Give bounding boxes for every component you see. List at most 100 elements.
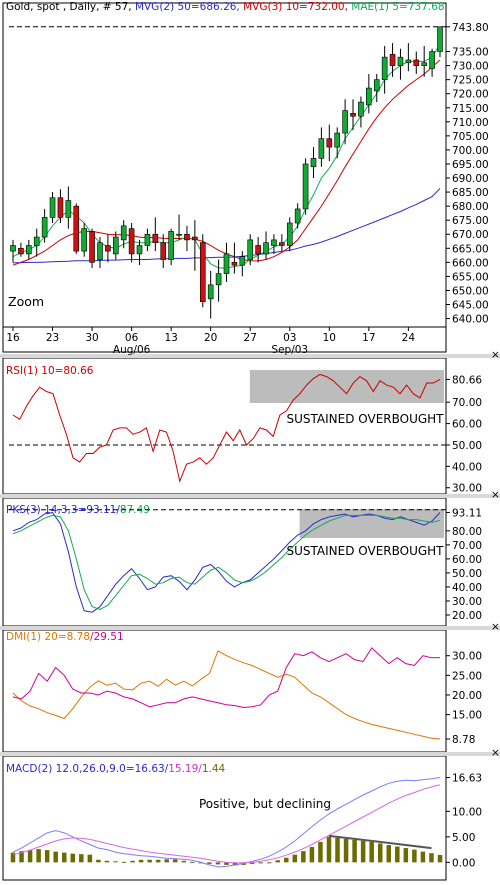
candle-body	[405, 59, 412, 64]
candle-body	[326, 138, 333, 148]
candle-body	[334, 132, 341, 148]
price-ytick-label: 645.00	[452, 300, 489, 312]
macd-histogram-bar	[53, 851, 58, 863]
candle-body	[223, 253, 230, 274]
price-xtick-label: 13	[164, 332, 177, 344]
candle-body	[49, 197, 56, 218]
macd-histogram-bar	[113, 861, 118, 863]
candle-body	[136, 245, 143, 255]
macd-histogram-bar	[104, 860, 110, 863]
splitter-close-icon-0: ×	[491, 349, 500, 361]
macd-histogram-bar	[224, 862, 229, 865]
candle-body	[381, 56, 388, 80]
price-ytick-label: 660.00	[452, 257, 489, 269]
pks-last-value-label: 93.11	[452, 507, 482, 519]
macd-histogram-bar	[130, 860, 135, 863]
pks-line-1	[12, 514, 441, 610]
candle-body	[97, 242, 103, 260]
candle-body	[199, 242, 206, 303]
candle-body	[389, 54, 396, 66]
price-xtick-label: 17	[362, 332, 375, 344]
price-xtick-label: 10	[323, 332, 336, 344]
pks-overbought-zone	[299, 509, 444, 538]
splitter-close-icon-2: ×	[491, 621, 500, 633]
macd-histogram-bar	[386, 845, 392, 863]
dmi-ytick-label: 20.00	[452, 690, 482, 702]
candle-body	[65, 200, 72, 218]
macd-histogram-bar	[87, 854, 93, 863]
macd-title-part: MACD(2) 12.0,26.0,9.0=16.63/	[6, 763, 169, 775]
pks-ytick-label: 40.00	[452, 582, 482, 594]
price-ytick-label: 680.00	[452, 201, 489, 213]
candle-body	[57, 197, 64, 218]
macd-histogram-bar	[318, 841, 323, 863]
candle-body	[397, 56, 404, 66]
candle-body	[413, 59, 420, 66]
candle-body	[18, 247, 24, 255]
candle-body	[421, 62, 427, 66]
rsi-title: RSI(1) 10=80.66	[6, 365, 94, 377]
price-ytick-label: 720.00	[452, 89, 489, 101]
macd-histogram-bar	[420, 851, 426, 863]
price-month-label: Sep/03	[271, 344, 308, 356]
price-title-part: MVG(2) 50=686.26,	[135, 1, 243, 13]
candle-body	[358, 101, 364, 117]
candle-body	[152, 233, 159, 243]
macd-histogram-bar	[249, 862, 255, 864]
macd-histogram-bar	[301, 851, 306, 863]
rsi-ytick-label: 40.00	[452, 461, 482, 473]
panel-splitter-2	[0, 626, 500, 630]
candle-body	[279, 242, 285, 246]
price-ytick-label: 710.00	[452, 117, 489, 129]
macd-histogram-bar	[10, 852, 16, 863]
macd-histogram-bar	[121, 861, 127, 863]
candle-body	[247, 239, 254, 260]
price-ytick-label: 685.00	[452, 187, 489, 199]
candle-body	[231, 262, 238, 266]
price-ytick-label: 705.00	[452, 131, 489, 143]
macd-histogram-bar	[232, 862, 238, 866]
price-ytick-label: 650.00	[452, 285, 489, 297]
macd-histogram-bar	[377, 843, 383, 863]
candle-body	[294, 208, 301, 224]
price-title-part: Gold, spot , Daily, # 57,	[6, 1, 135, 13]
price-ytick-label: 675.00	[452, 215, 489, 227]
candle-body	[168, 231, 174, 260]
price-xtick-label: 27	[244, 332, 257, 344]
macd-histogram-bar	[275, 860, 280, 863]
macd-title-part: 15.19/	[168, 763, 202, 775]
macd-declining-trendline	[328, 834, 432, 850]
macd-histogram-bar	[292, 854, 298, 863]
pks-ytick-label: 60.00	[452, 554, 482, 566]
macd-histogram-bar	[343, 838, 349, 863]
macd-histogram-bar	[19, 851, 24, 863]
dmi-line-0	[12, 650, 441, 740]
dmi-title-part: DMI(1) 20=	[6, 631, 67, 643]
candle-body	[144, 233, 151, 246]
dmi-title: DMI(1) 20=8.78/29.51	[6, 631, 124, 643]
candle-body	[120, 225, 127, 241]
price-ytick-label: 730.00	[452, 61, 489, 73]
macd-annotation: Positive, but declining	[199, 797, 331, 811]
macd-histogram-bar	[335, 837, 340, 863]
macd-histogram-bar	[258, 862, 263, 864]
rsi-annotation: SUSTAINED OVERBOUGHT	[286, 412, 444, 426]
candle-body	[373, 79, 380, 92]
macd-histogram-bar	[164, 859, 169, 863]
candle-body	[41, 217, 48, 238]
dmi-last-value-label: 8.78	[452, 734, 475, 746]
rsi-ytick-label: 30.00	[452, 483, 482, 495]
macd-signal-line	[12, 784, 441, 864]
dmi-title-part: /	[90, 631, 94, 643]
macd-histogram-bar	[429, 853, 434, 863]
panel-splitter-3	[0, 752, 500, 756]
zoom-label: Zoom	[8, 294, 44, 309]
pks-ytick-label: 20.00	[452, 610, 482, 622]
price-title-part: MAE(1) 5=737.68	[351, 1, 444, 13]
dmi-title-part: 29.51	[94, 631, 124, 643]
macd-histogram-bar	[360, 840, 366, 863]
macd-ytick-label: 0.00	[452, 857, 475, 869]
rsi-ytick-label: 70.00	[452, 397, 482, 409]
candle-body	[342, 110, 348, 134]
